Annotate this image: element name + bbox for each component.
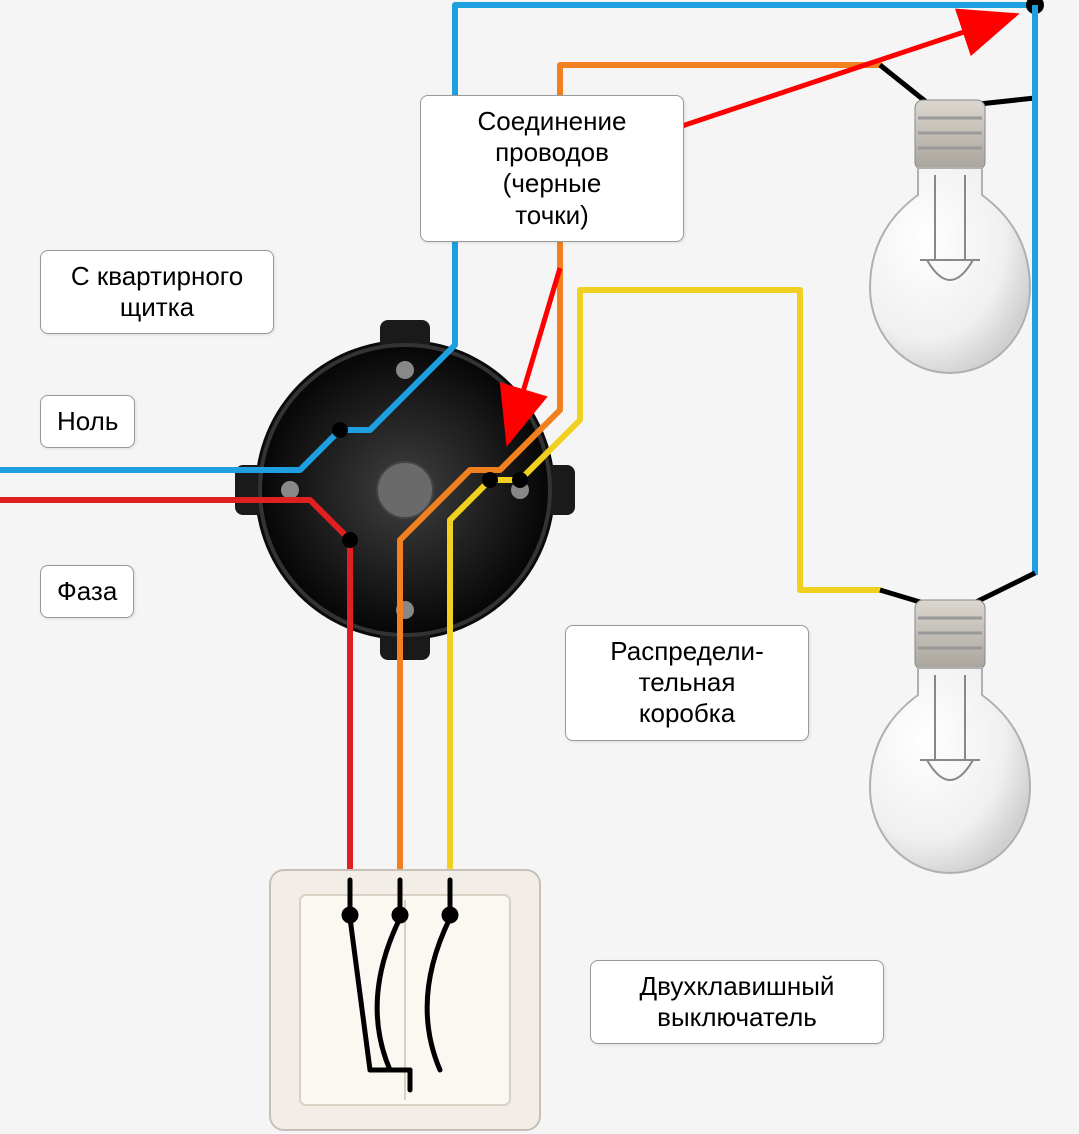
label-switch-text: Двухклавишныйвыключатель	[640, 971, 835, 1032]
label-panel: С квартирногощитка	[40, 250, 274, 334]
label-phase-text: Фаза	[57, 576, 117, 606]
label-neutral-text: Ноль	[57, 406, 118, 436]
label-connection: Соединениепроводов(черныеточки)	[420, 95, 684, 242]
label-connection-text: Соединениепроводов(черныеточки)	[478, 106, 627, 230]
label-junction-box: Распредели-тельнаякоробка	[565, 625, 809, 741]
label-panel-text: С квартирногощитка	[71, 261, 243, 322]
label-switch: Двухклавишныйвыключатель	[590, 960, 884, 1044]
label-neutral: Ноль	[40, 395, 135, 448]
switch-icon	[270, 870, 540, 1130]
label-junction-box-text: Распредели-тельнаякоробка	[610, 636, 764, 728]
junction-box-icon	[235, 320, 575, 660]
label-phase: Фаза	[40, 565, 134, 618]
bulb-1-icon	[870, 65, 1035, 373]
